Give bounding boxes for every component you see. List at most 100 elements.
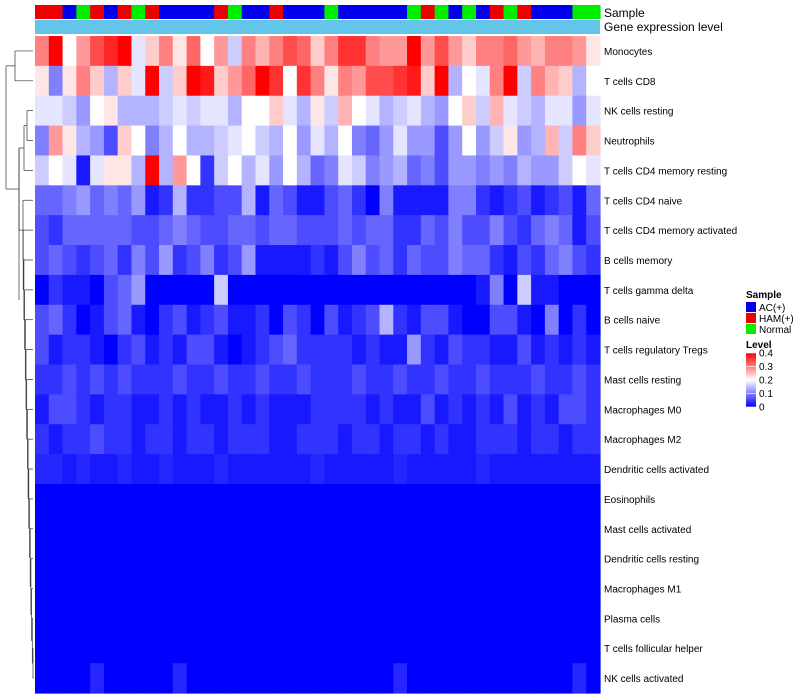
heatmap-cell <box>489 245 505 276</box>
heatmap-cell <box>572 573 587 605</box>
sample-annotation-cell <box>310 5 325 19</box>
heatmap-cell <box>35 454 50 485</box>
heatmap-cell <box>35 185 50 216</box>
heatmap-cell <box>434 95 450 127</box>
heatmap-cell <box>310 394 325 425</box>
heatmap-cell <box>558 633 574 664</box>
heatmap-cell <box>35 573 50 605</box>
heatmap-cell <box>489 185 505 216</box>
heatmap-cell <box>90 543 105 575</box>
heatmap-cell <box>172 95 188 127</box>
heatmap-cell <box>103 543 119 575</box>
heatmap-cell <box>448 513 463 545</box>
heatmap-cell <box>517 603 532 634</box>
heatmap-cell <box>90 513 105 545</box>
heatmap-cell <box>103 663 119 694</box>
legend-label-ac: AC(+) <box>759 303 785 314</box>
heatmap-cell <box>117 513 133 545</box>
heatmap-cell <box>324 155 339 186</box>
heatmap-cell <box>145 245 160 276</box>
heatmap-cell <box>90 95 105 127</box>
heatmap-cell <box>186 125 201 157</box>
heatmap-cell <box>159 334 174 366</box>
heatmap-cell <box>76 663 91 694</box>
heatmap-cell <box>420 36 436 67</box>
heatmap-cell <box>269 185 284 216</box>
heatmap-cell <box>586 364 601 395</box>
heatmap-cell <box>475 185 491 216</box>
heatmap-cell <box>407 573 422 605</box>
heatmap-cell <box>558 543 574 575</box>
heatmap-cell <box>558 364 574 395</box>
heatmap-cell <box>186 245 201 276</box>
heatmap-cell <box>434 245 450 276</box>
heatmap-cell <box>393 394 408 425</box>
heatmap-cell <box>186 215 201 246</box>
row-label: Dendritic cells resting <box>604 555 699 566</box>
legend-sample: Sample AC(+) HAM(+) Normal <box>746 290 794 336</box>
heatmap-cell <box>48 65 64 97</box>
heatmap-cell <box>283 364 298 395</box>
level-tick-label: 0.4 <box>759 349 773 360</box>
heatmap-cell <box>35 95 50 127</box>
heatmap-cell <box>200 65 215 97</box>
heatmap-cell <box>544 603 560 634</box>
heatmap-cell <box>489 155 505 186</box>
heatmap-cell <box>227 483 243 515</box>
heatmap-cell <box>379 185 394 216</box>
heatmap-cell <box>214 215 229 246</box>
heatmap-cell <box>241 185 257 216</box>
heatmap-cell <box>475 513 491 545</box>
heatmap-cell <box>338 364 353 395</box>
heatmap-cell <box>145 663 160 694</box>
heatmap-cell <box>76 36 91 67</box>
heatmap-cell <box>517 36 532 67</box>
sample-annotation-cell <box>517 5 532 19</box>
heatmap-cell <box>214 95 229 127</box>
heatmap-cell <box>324 424 339 455</box>
heatmap-cell <box>475 215 491 246</box>
heatmap-cell <box>475 364 491 395</box>
heatmap-cell <box>448 274 463 306</box>
heatmap-cell <box>310 633 325 664</box>
heatmap-cell <box>503 95 518 127</box>
heatmap-cell <box>186 65 201 97</box>
heatmap-cell <box>76 245 91 276</box>
heatmap-cell <box>269 36 284 67</box>
heatmap-cell <box>283 633 298 664</box>
row-label: B cells memory <box>604 256 672 267</box>
heatmap-cell <box>489 513 505 545</box>
heatmap-cell <box>159 155 174 186</box>
heatmap-cell <box>572 36 587 67</box>
heatmap-cell <box>503 125 518 157</box>
heatmap-cell <box>241 633 257 664</box>
heatmap-cell <box>393 364 408 395</box>
heatmap-cell <box>131 304 146 336</box>
heatmap-cell <box>117 65 133 97</box>
heatmap-cell <box>172 125 188 157</box>
sample-annotation-cell <box>420 5 436 19</box>
heatmap-cell <box>103 394 119 425</box>
heatmap-cell <box>448 245 463 276</box>
heatmap-cell <box>503 663 518 694</box>
heatmap-cell <box>227 304 243 336</box>
heatmap-cell <box>462 633 477 664</box>
heatmap-cell <box>241 304 257 336</box>
heatmap-cell <box>241 573 257 605</box>
heatmap-cell <box>517 334 532 366</box>
heatmap-cell <box>434 663 450 694</box>
heatmap-cell <box>351 454 367 485</box>
heatmap-cell <box>227 424 243 455</box>
heatmap-cell <box>420 245 436 276</box>
heatmap-cell <box>379 364 394 395</box>
heatmap-cell <box>159 215 174 246</box>
heatmap-cell <box>296 573 312 605</box>
heatmap-cell <box>172 364 188 395</box>
heatmap-cell <box>379 215 394 246</box>
heatmap-cell <box>76 633 91 664</box>
heatmap-cell <box>365 633 381 664</box>
heatmap-cell <box>351 663 367 694</box>
heatmap-cell <box>90 573 105 605</box>
heatmap-cell <box>296 95 312 127</box>
heatmap-cell <box>310 125 325 157</box>
